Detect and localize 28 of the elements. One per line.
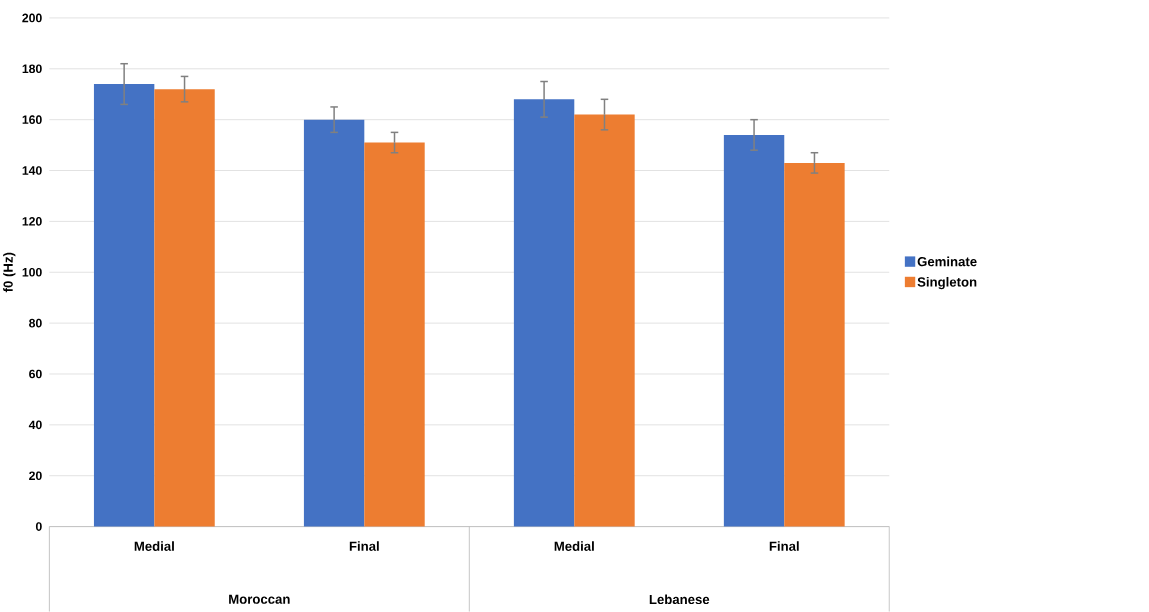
x-tick-label: Final: [349, 541, 379, 551]
bar: [784, 162, 845, 527]
legend-label: Singleton: [917, 276, 977, 290]
text: Lebanese: [649, 594, 710, 605]
y-tick-label: 80: [29, 318, 42, 328]
y-tick-label: 0: [35, 522, 42, 531]
legend-label: Geminate: [917, 256, 977, 267]
bar: [154, 89, 215, 527]
y-tick-label: 120: [22, 217, 42, 226]
bar: [303, 119, 365, 527]
y-tick-label: 60: [29, 369, 42, 379]
y-tick-label: 180: [22, 64, 42, 74]
text: Moroccan: [229, 594, 290, 604]
bar: [723, 134, 785, 527]
y-tick-label: 100: [22, 267, 42, 277]
y-tick-label: 40: [28, 420, 42, 430]
y-tick-label: 200: [22, 13, 42, 23]
bar: [93, 84, 155, 527]
bar: [574, 114, 635, 527]
y-tick-label: 20: [29, 471, 42, 481]
y-tick-label: 160: [22, 115, 42, 124]
x-tick-label: Medial: [554, 541, 594, 551]
y-tick-label: 140: [22, 166, 42, 175]
bar: [364, 142, 425, 527]
y-axis-title: f0 (Hz): [3, 252, 16, 293]
x-tick-label: Medial: [134, 541, 174, 551]
bar: [513, 99, 575, 527]
x-tick-label: Final: [769, 541, 799, 551]
